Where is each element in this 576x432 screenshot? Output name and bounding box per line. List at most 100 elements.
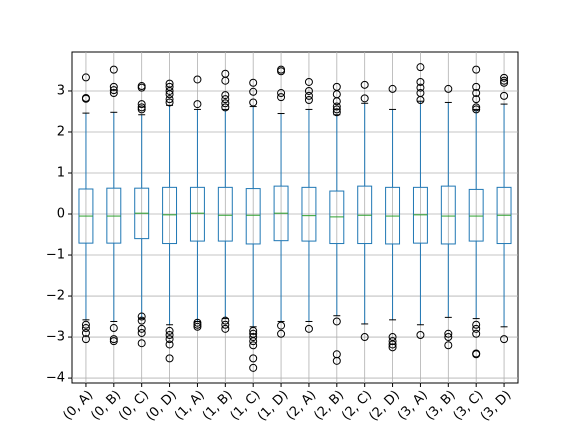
flier <box>81 328 90 337</box>
y-tick-label: −4 <box>46 371 65 386</box>
flier <box>388 343 397 352</box>
flier <box>416 331 425 340</box>
flier <box>137 316 146 325</box>
flier <box>304 77 313 86</box>
flier <box>388 84 397 93</box>
flier <box>137 103 146 112</box>
flier <box>109 335 118 344</box>
flier <box>165 326 174 335</box>
flier <box>332 97 341 106</box>
flier <box>332 105 341 114</box>
flier <box>360 94 369 103</box>
flier <box>221 91 230 100</box>
x-tick-label: (3, B) <box>423 388 459 424</box>
flier <box>193 320 202 329</box>
flier <box>249 354 258 363</box>
flier <box>472 65 481 74</box>
flier <box>137 100 146 109</box>
flier <box>277 67 286 76</box>
flier <box>472 350 481 359</box>
x-tick-label: (1, B) <box>200 388 236 424</box>
flier <box>249 333 258 342</box>
flier <box>221 316 230 325</box>
flier <box>304 86 313 95</box>
y-tick-label: −2 <box>46 289 65 304</box>
flier <box>249 326 258 335</box>
flier <box>277 321 286 330</box>
flier <box>500 335 509 344</box>
flier <box>472 103 481 112</box>
flier <box>221 76 230 85</box>
flier <box>360 333 369 342</box>
y-tick-label: 3 <box>57 83 65 98</box>
x-tick-label: (3, D) <box>478 388 515 425</box>
flier <box>165 86 174 95</box>
flier <box>249 363 258 372</box>
flier <box>472 89 481 98</box>
y-tick-label: −1 <box>46 248 65 263</box>
y-tick-label: 0 <box>57 207 65 222</box>
flier <box>304 324 313 333</box>
box <box>440 185 456 245</box>
flier <box>277 89 286 98</box>
axes-frame <box>71 51 519 384</box>
flier <box>472 329 481 338</box>
x-tick-label: (3, A) <box>395 388 431 424</box>
flier <box>416 83 425 92</box>
flier <box>81 320 90 329</box>
flier <box>249 87 258 96</box>
flier <box>137 83 146 92</box>
flier <box>109 86 118 95</box>
flier <box>193 322 202 331</box>
flier <box>444 84 453 93</box>
x-tick-label: (2, D) <box>366 388 403 425</box>
box <box>301 186 317 242</box>
flier <box>332 317 341 326</box>
box <box>162 186 178 245</box>
flier <box>137 312 146 321</box>
box <box>189 186 205 242</box>
flier <box>500 76 509 85</box>
flier <box>165 331 174 340</box>
flier <box>500 73 509 82</box>
flier <box>193 100 202 109</box>
flier <box>332 108 341 117</box>
x-tick-label: (0, B) <box>88 388 124 424</box>
flier <box>249 78 258 87</box>
x-tick-label: (0, A) <box>60 388 96 424</box>
flier <box>277 93 286 102</box>
flier <box>472 82 481 91</box>
flier <box>472 95 481 104</box>
flier <box>416 95 425 104</box>
flier <box>109 65 118 74</box>
flier <box>249 337 258 346</box>
flier <box>360 80 369 89</box>
flier <box>137 339 146 348</box>
x-tick-label: (2, B) <box>311 388 347 424</box>
flier <box>81 324 90 333</box>
box <box>245 188 261 245</box>
flier <box>388 337 397 346</box>
box <box>468 188 484 242</box>
flier <box>416 63 425 72</box>
flier <box>444 333 453 342</box>
x-tick-label: (0, D) <box>143 388 180 425</box>
flier <box>249 98 258 107</box>
flier <box>165 354 174 363</box>
flier <box>109 89 118 98</box>
flier <box>193 75 202 84</box>
x-tick-label: (1, D) <box>255 388 292 425</box>
flier <box>416 77 425 86</box>
flier <box>165 90 174 99</box>
flier <box>109 324 118 333</box>
y-tick-label: −3 <box>46 330 65 345</box>
flier <box>137 105 146 114</box>
flier <box>444 341 453 350</box>
flier <box>304 91 313 100</box>
flier <box>221 324 230 333</box>
flier <box>221 320 230 329</box>
x-tick-label: (1, A) <box>172 388 208 424</box>
x-tick-label: (2, A) <box>283 388 319 424</box>
flier <box>444 329 453 338</box>
